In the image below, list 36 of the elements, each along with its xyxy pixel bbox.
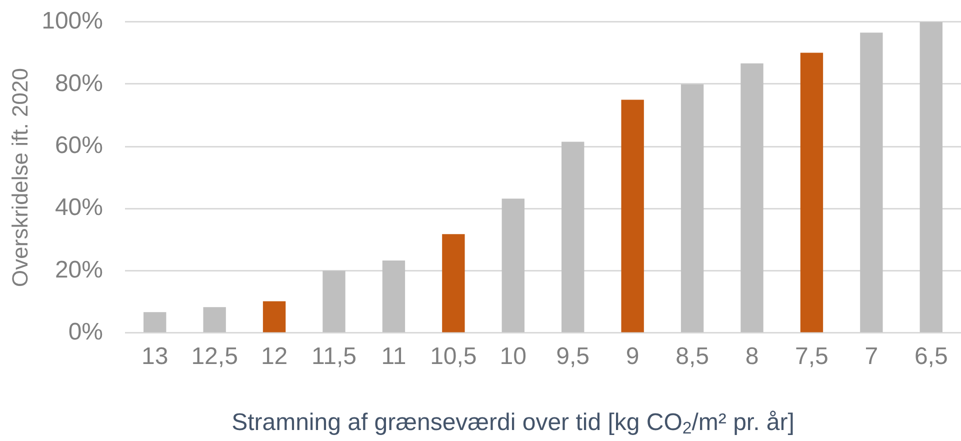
x-axis-title: Stramning af grænseværdi over tid [kg CO$_{2}$/m² pr. år] [230, 409, 796, 438]
bar [920, 22, 942, 332]
y-tick-label: 0% [68, 318, 103, 346]
x-tick-label: 7 [864, 343, 878, 370]
y-tick-label: 100% [42, 8, 103, 35]
bar [442, 234, 465, 332]
y-tick-label: 80% [54, 70, 103, 97]
bar [322, 270, 346, 332]
y-tick-label: 20% [54, 256, 103, 284]
x-tick-label: 9,5 [556, 343, 590, 370]
bar [144, 312, 166, 332]
bar [860, 32, 883, 332]
x-tick-label: 7,5 [795, 343, 828, 370]
bar [502, 198, 524, 332]
bar [621, 100, 644, 332]
x-tick-label: 11,5 [312, 343, 356, 370]
x-tick-label: 12,5 [191, 343, 238, 370]
bar [680, 84, 704, 332]
x-tick-label: 9 [626, 343, 640, 370]
bar [562, 142, 584, 332]
x-tick-label: 8 [745, 343, 759, 370]
bar [203, 307, 226, 332]
y-axis-title: Overskridelse ift. 2020 [7, 68, 32, 287]
x-tick-label: 12 [260, 343, 288, 370]
bar [800, 52, 824, 332]
x-tick-label: 8,5 [676, 343, 709, 370]
x-tick-label: 6,5 [914, 343, 948, 370]
bar [262, 301, 286, 332]
y-tick-label: 40% [54, 194, 103, 222]
x-tick-label: 10 [500, 343, 526, 370]
x-tick-label: 10,5 [430, 343, 477, 370]
x-tick-label: 11 [381, 343, 406, 370]
y-tick-label: 60% [54, 132, 103, 160]
bar [740, 63, 764, 332]
x-tick-label: 13 [142, 343, 168, 370]
bar [382, 260, 406, 332]
